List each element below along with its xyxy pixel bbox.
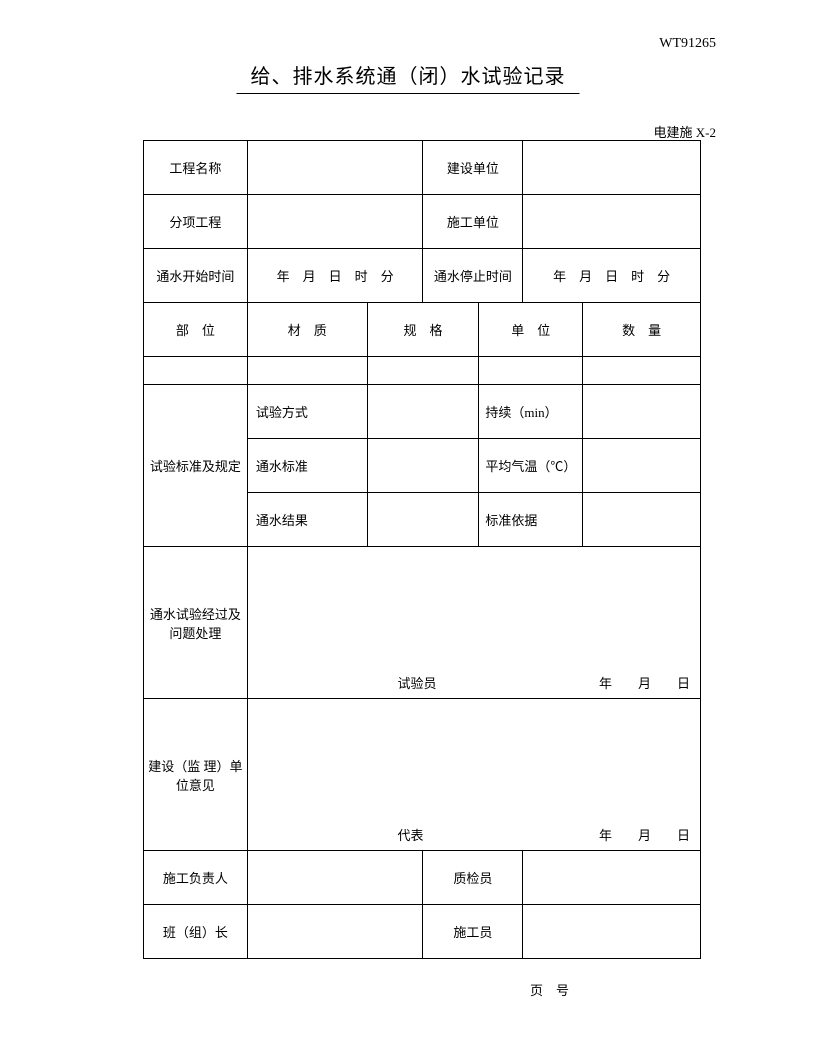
page-number-label: 页 号 [530,980,569,999]
label-water-std: 通水标准 [247,439,367,493]
value-avg-temp[interactable] [583,439,701,493]
value-duration[interactable] [583,385,701,439]
header-qty: 数 量 [583,303,701,357]
label-stop-time: 通水停止时间 [423,249,523,303]
value-test-method[interactable] [367,385,479,439]
label-ymd-1: 年 月 日 [599,676,690,691]
label-water-result: 通水结果 [247,493,367,547]
value-project-name[interactable] [247,141,423,195]
rep-blank[interactable] [427,828,596,843]
cell-qty[interactable] [583,357,701,385]
label-start-time: 通水开始时间 [144,249,248,303]
label-sub-project: 分项工程 [144,195,248,249]
tester-blank[interactable] [440,676,596,691]
label-resp: 施工负责人 [144,851,248,905]
value-construct-unit[interactable] [523,195,701,249]
row-std1: 试验标准及规定 试验方式 持续（min） [144,385,701,439]
tester-signature-line: 试验员 年 月 日 [283,673,690,692]
row-headers: 部 位 材 质 规 格 单 位 数 量 [144,303,701,357]
label-team-leader: 班（组）长 [144,905,248,959]
label-build-unit: 建设单位 [423,141,523,195]
label-project-name: 工程名称 [144,141,248,195]
row-resp: 施工负责人 质检员 [144,851,701,905]
label-std-basis: 标准依据 [479,493,583,547]
header-spec: 规 格 [367,303,479,357]
row-project: 工程名称 建设单位 [144,141,701,195]
value-water-std[interactable] [367,439,479,493]
value-stop-time[interactable]: 年 月 日 时 分 [523,249,701,303]
cell-unit[interactable] [479,357,583,385]
header-material: 材 质 [247,303,367,357]
label-rep: 代表 [397,828,423,843]
cell-spec[interactable] [367,357,479,385]
label-opinion: 建设（监 理）单位意见 [144,699,248,851]
cell-material[interactable] [247,357,367,385]
rep-signature-line: 代表 年 月 日 [283,825,690,844]
value-team-leader[interactable] [247,905,423,959]
value-process[interactable]: 试验员 年 月 日 [247,547,700,699]
row-data [144,357,701,385]
label-process: 通水试验经过及问题处理 [144,547,248,699]
label-avg-temp: 平均气温（℃） [479,439,583,493]
record-table: 工程名称 建设单位 分项工程 施工单位 通水开始时间 年 月 日 时 分 通水停… [143,140,701,959]
value-qc[interactable] [523,851,701,905]
value-water-result[interactable] [367,493,479,547]
label-tester: 试验员 [397,676,436,691]
row-subproject: 分项工程 施工单位 [144,195,701,249]
value-start-time[interactable]: 年 月 日 时 分 [247,249,423,303]
label-ymd-2: 年 月 日 [599,828,690,843]
header-unit: 单 位 [479,303,583,357]
label-test-method: 试验方式 [247,385,367,439]
cell-position[interactable] [144,357,248,385]
label-worker: 施工员 [423,905,523,959]
value-worker[interactable] [523,905,701,959]
form-code: 电建施 X-2 [654,122,716,141]
value-build-unit[interactable] [523,141,701,195]
page-title: 给、排水系统通（闭）水试验记录 [237,60,580,94]
label-duration: 持续（min） [479,385,583,439]
row-opinion: 建设（监 理）单位意见 代表 年 月 日 [144,699,701,851]
label-std-rules: 试验标准及规定 [144,385,248,547]
row-process: 通水试验经过及问题处理 试验员 年 月 日 [144,547,701,699]
label-qc: 质检员 [423,851,523,905]
row-team: 班（组）长 施工员 [144,905,701,959]
value-resp[interactable] [247,851,423,905]
value-opinion[interactable]: 代表 年 月 日 [247,699,700,851]
row-time: 通水开始时间 年 月 日 时 分 通水停止时间 年 月 日 时 分 [144,249,701,303]
value-std-basis[interactable] [583,493,701,547]
value-sub-project[interactable] [247,195,423,249]
document-id: WT91265 [659,36,716,52]
header-position: 部 位 [144,303,248,357]
label-construct-unit: 施工单位 [423,195,523,249]
